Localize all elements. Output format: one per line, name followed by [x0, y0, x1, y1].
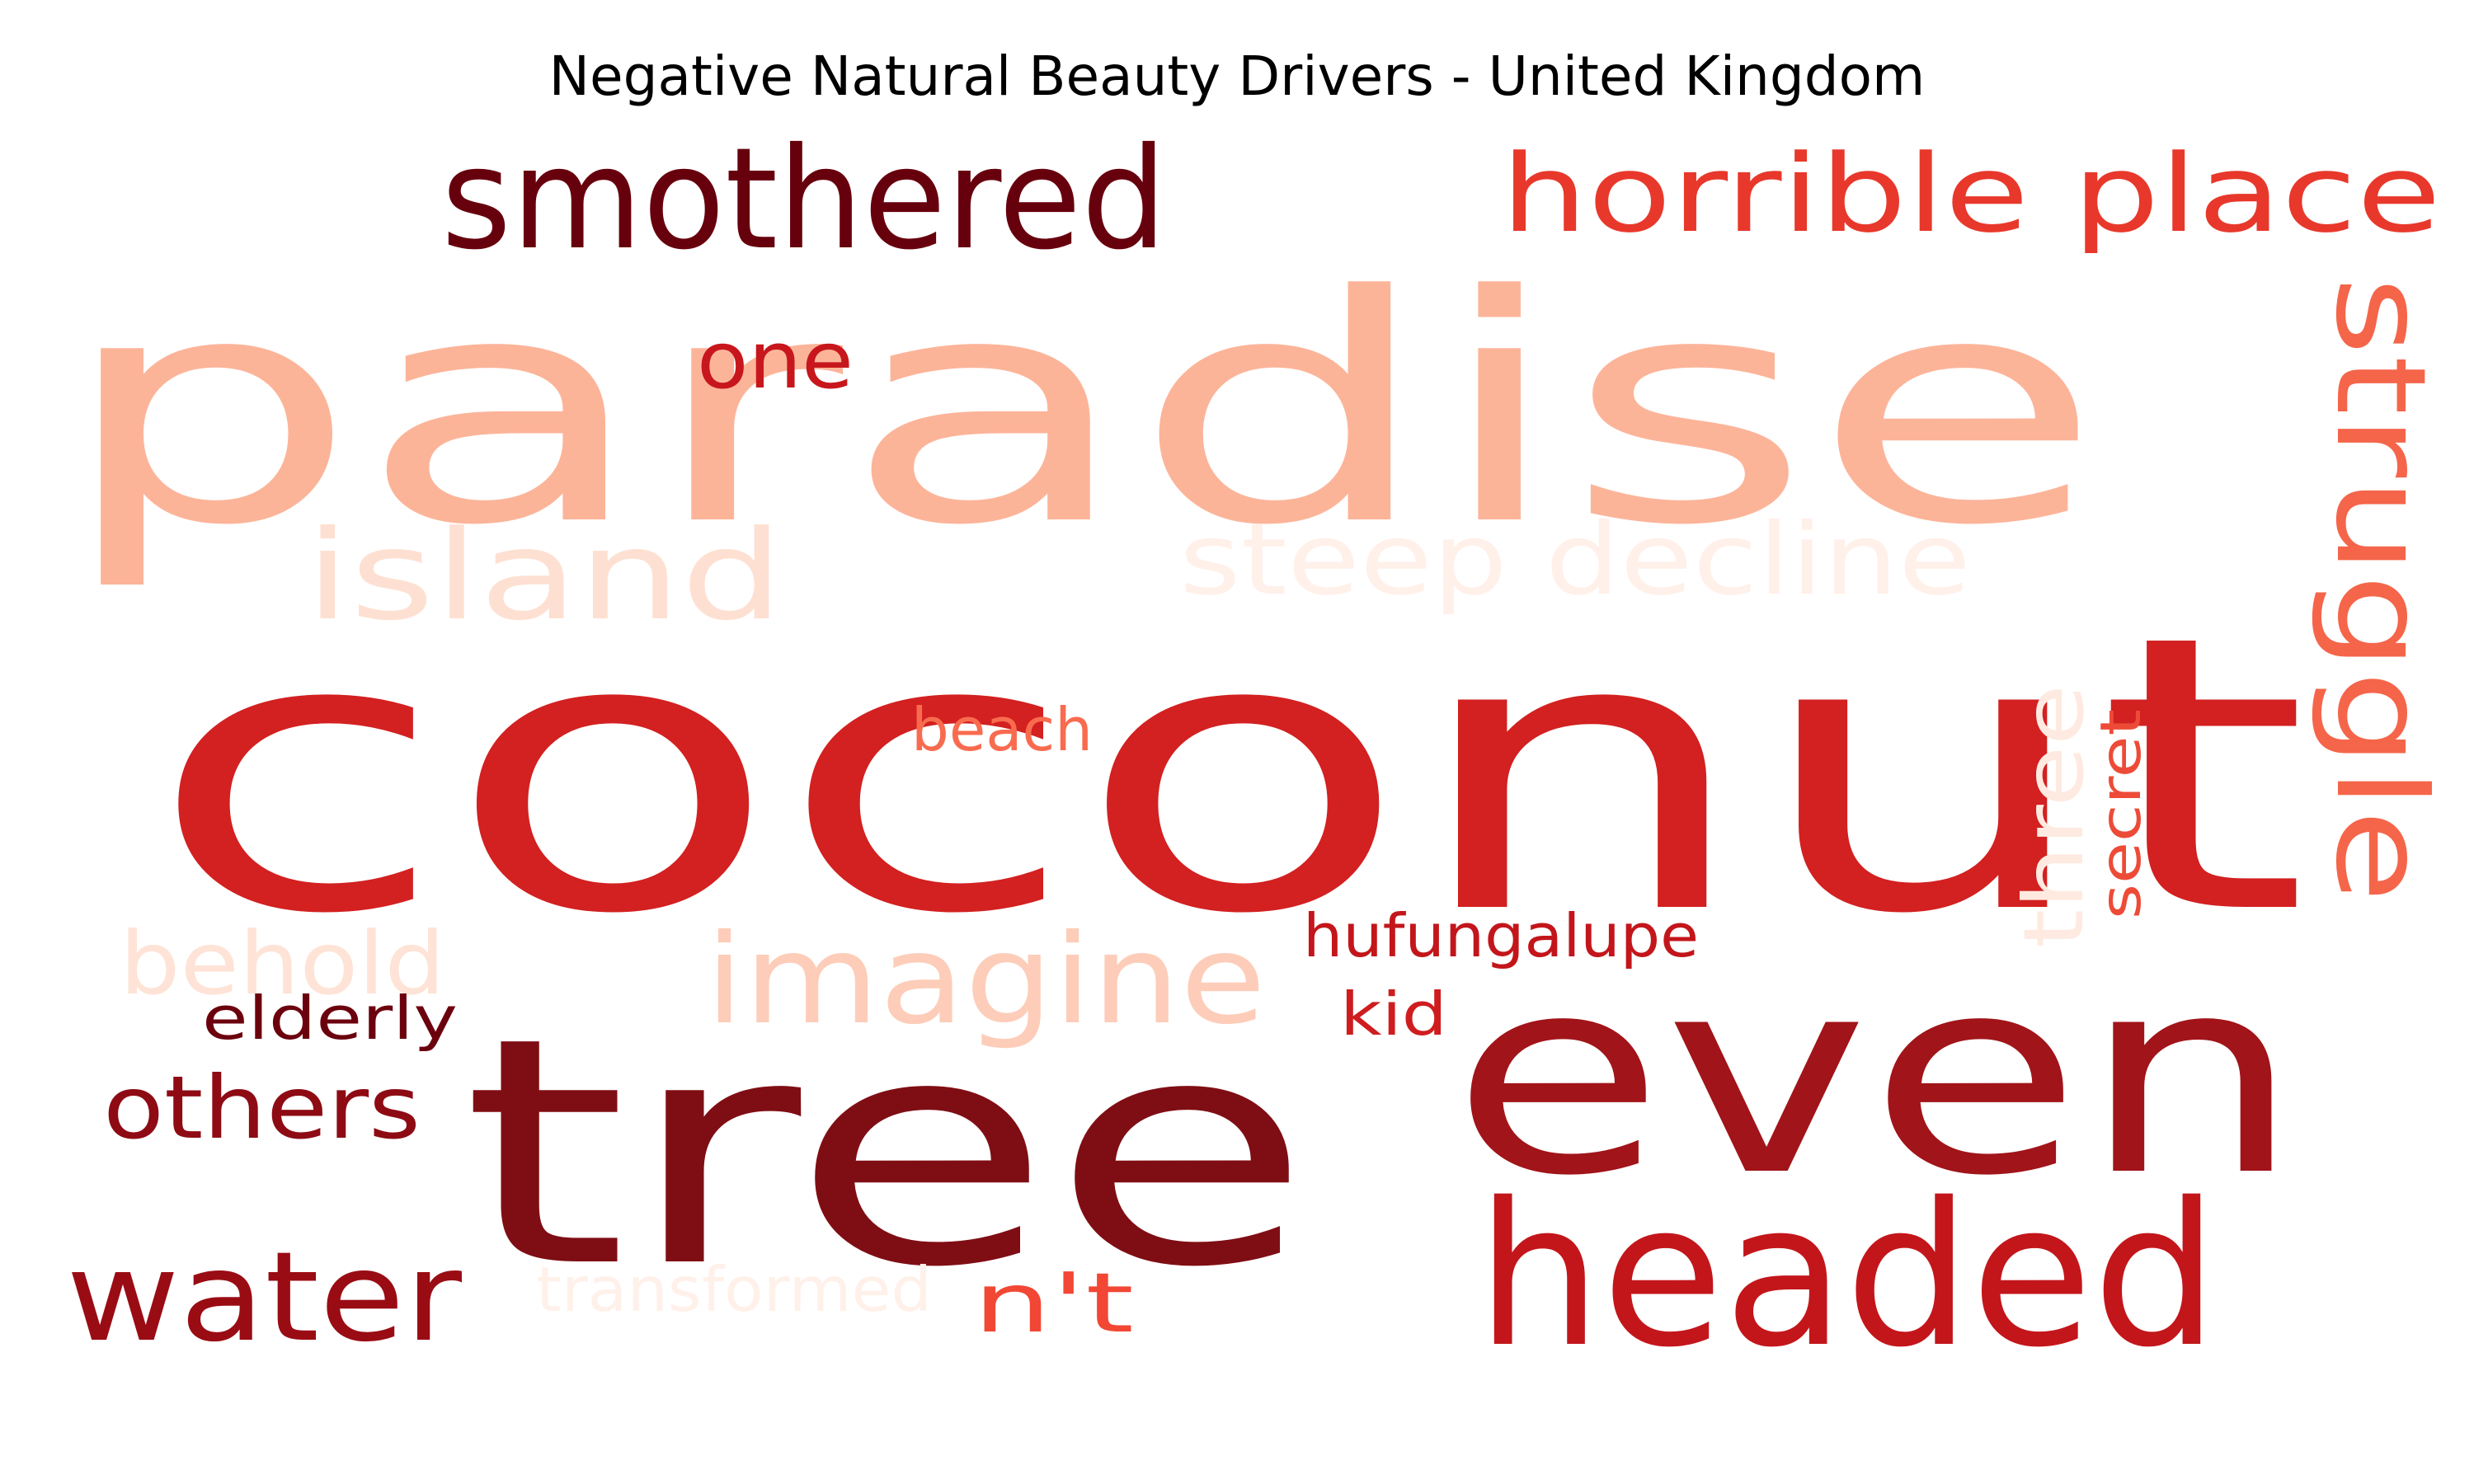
word-secret: secret: [2089, 709, 2154, 919]
word-elderly: elderly: [202, 984, 458, 1053]
word-three: three: [2006, 684, 2102, 948]
word-hufungalupe: hufungalupe: [1303, 901, 1699, 970]
word-steep-decline: steep decline: [1179, 503, 1971, 618]
word-behold: behold: [120, 913, 445, 1014]
word-smothered: smothered: [441, 118, 1167, 281]
word-beach: beach: [911, 695, 1093, 764]
word-horrible-place: horrible place: [1501, 131, 2441, 256]
word-kid: kid: [1340, 979, 1447, 1049]
word-struggle: struggle: [2308, 276, 2452, 903]
word-n-t: n't: [973, 1255, 1134, 1351]
word-island: island: [305, 505, 783, 648]
word-water: water: [66, 1226, 462, 1369]
word-even: even: [1451, 918, 2301, 1235]
word-others: others: [103, 1058, 421, 1158]
word-imagine: imagine: [705, 909, 1266, 1052]
word-coconut: coconut: [148, 556, 2309, 997]
chart-title: Negative Natural Beauty Drivers - United…: [548, 45, 1926, 108]
word-transformed: transformed: [536, 1253, 932, 1326]
word-one: one: [697, 316, 854, 406]
word-paradise: paradise: [58, 228, 2103, 594]
word-tree: tree: [462, 970, 1311, 1336]
word-headed: headed: [1476, 1160, 2218, 1391]
